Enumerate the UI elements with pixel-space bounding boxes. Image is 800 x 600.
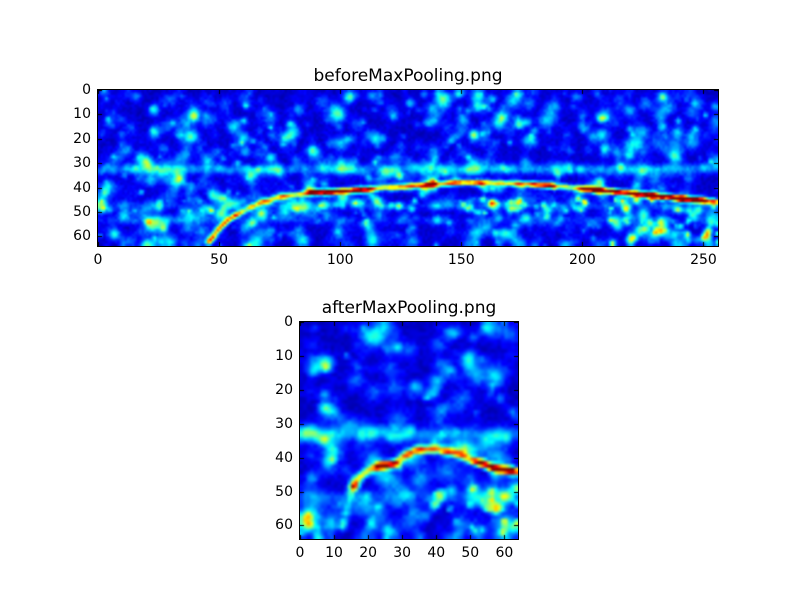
y-tick-label: 60 — [73, 228, 91, 245]
y-tick-label: 60 — [275, 517, 293, 534]
y-tick-label: 20 — [73, 130, 91, 147]
y-tick-label: 30 — [73, 155, 91, 172]
plot2-title: afterMaxPooling.png — [321, 298, 497, 318]
x-tick-label: 0 — [295, 545, 305, 561]
x-tick-label: 20 — [359, 545, 378, 561]
y-tick-label: 10 — [73, 106, 91, 123]
x-tick-label: 10 — [325, 545, 343, 561]
y-tick-label: 50 — [275, 483, 293, 500]
x-tick-label: 0 — [93, 252, 103, 268]
x-tick-label: 50 — [210, 252, 229, 268]
x-tick-label: 50 — [461, 545, 480, 561]
x-tick-label: 200 — [569, 252, 596, 268]
y-tick-label: 30 — [275, 415, 293, 432]
plot2-heatmap-image — [299, 321, 519, 540]
y-tick-label: 40 — [275, 449, 293, 466]
x-tick-label: 60 — [495, 545, 514, 561]
y-tick-label: 50 — [73, 203, 91, 220]
x-tick-label: 250 — [690, 252, 717, 268]
y-tick-label: 10 — [275, 347, 293, 364]
y-tick-label: 0 — [82, 82, 91, 98]
y-tick-label: 0 — [284, 314, 293, 330]
plot1-title: beforeMaxPooling.png — [313, 66, 503, 86]
plot1-heatmap-image — [97, 89, 719, 247]
x-tick-label: 150 — [447, 252, 475, 268]
y-tick-label: 40 — [73, 179, 91, 196]
y-tick-label: 20 — [275, 381, 293, 398]
x-tick-label: 100 — [326, 252, 354, 268]
x-tick-label: 30 — [393, 545, 412, 561]
x-tick-label: 40 — [427, 545, 446, 561]
